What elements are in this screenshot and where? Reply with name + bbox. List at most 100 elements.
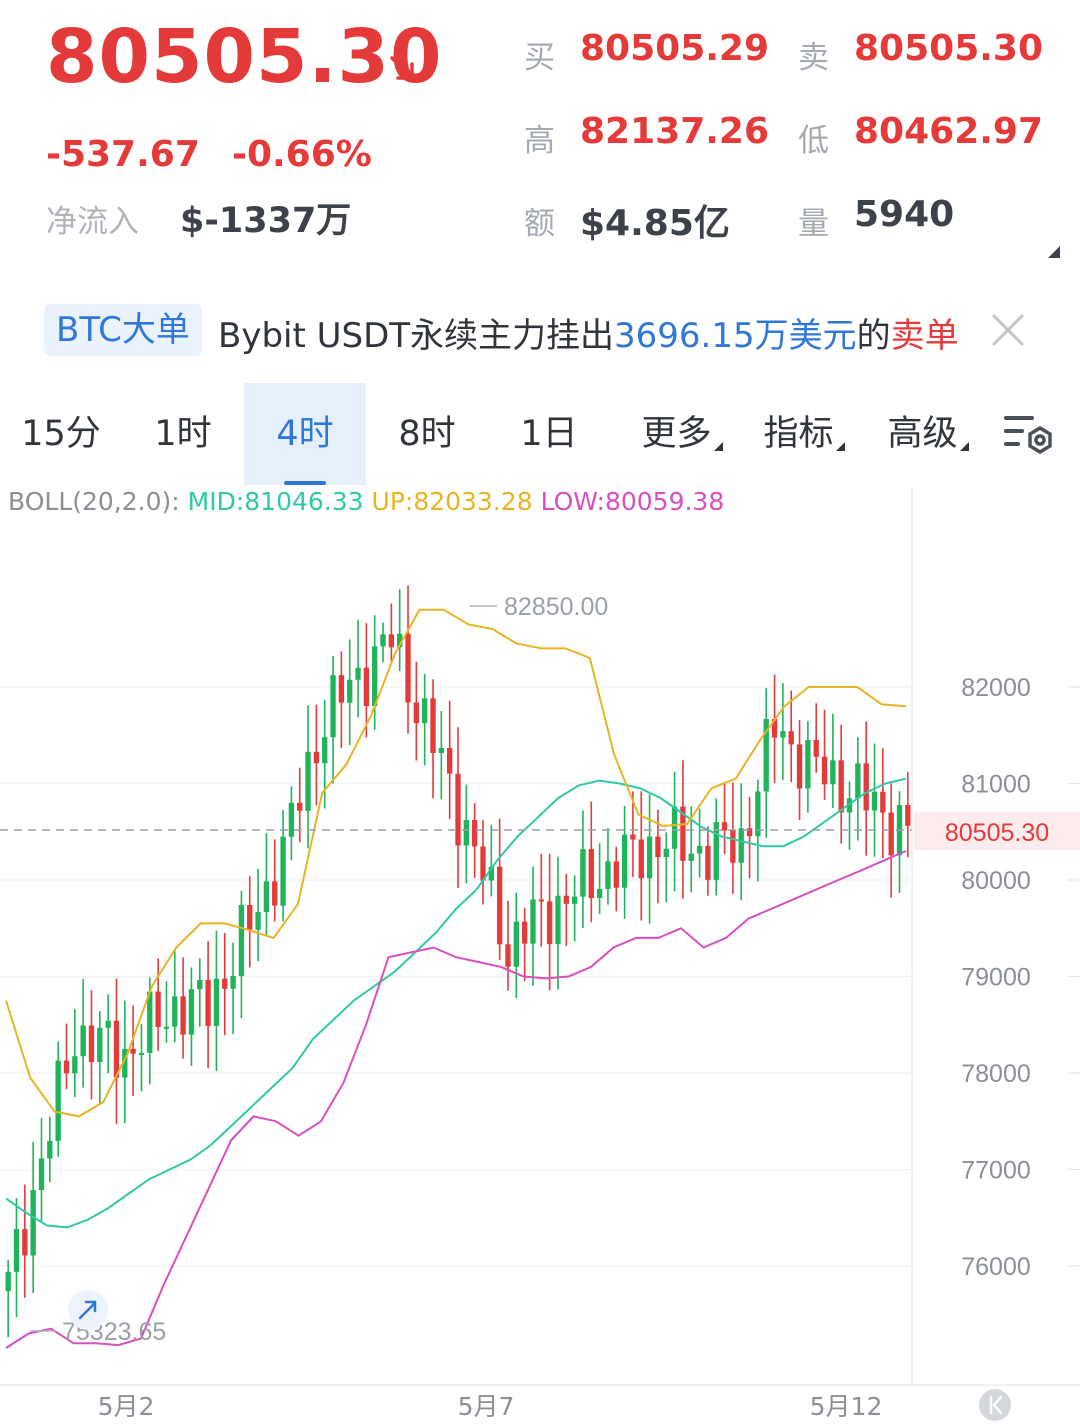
boll-mid: MID:81046.33 — [187, 487, 364, 516]
candle-body — [288, 802, 295, 837]
collapse-left-icon[interactable] — [979, 1389, 1011, 1421]
candle-body — [372, 646, 378, 707]
volume-label: 量 — [798, 206, 829, 242]
tab-label: 更多 — [641, 414, 712, 454]
candle-body — [513, 921, 519, 967]
candle-body — [813, 740, 819, 757]
candle-body — [388, 634, 395, 648]
candle-body — [580, 849, 586, 897]
boll-up: UP:82033.28 — [371, 487, 533, 516]
candles — [5, 585, 911, 1338]
candle-body — [238, 904, 245, 976]
boll-low-line — [5, 850, 907, 1349]
high-price: 82137.26 — [580, 111, 770, 152]
current-price-tag — [914, 812, 1080, 850]
price-change-percent: -0.66% — [232, 134, 372, 175]
volume-value: 5940 — [854, 194, 955, 235]
ask-label: 卖 — [798, 40, 829, 76]
tab-label: 1时 — [154, 414, 212, 454]
news-ticker[interactable]: Bybit USDT永续主力挂出3696.15万美元的卖单 — [218, 308, 959, 357]
candle-body — [755, 791, 761, 837]
candle-body — [147, 991, 153, 1053]
candle-body — [255, 912, 261, 930]
candle-body — [5, 1271, 11, 1292]
candle-body — [38, 1158, 45, 1191]
boll-mid-line — [5, 777, 907, 1229]
candle-body — [30, 1190, 36, 1256]
candlestick-chart[interactable]: 82000 81000 80000 79000 78000 77000 76000 8050… — [0, 486, 1080, 1428]
x-tick-label: 5月2 — [98, 1392, 155, 1421]
close-icon[interactable] — [990, 312, 1026, 348]
candle-body — [188, 989, 195, 1035]
candle-body — [688, 853, 694, 861]
candle-body — [113, 1020, 120, 1078]
candle-body — [538, 899, 544, 902]
candle-body — [163, 1026, 170, 1029]
candle-body — [696, 845, 703, 854]
candle-body — [855, 763, 861, 799]
candle-body — [571, 896, 578, 904]
candle-body — [796, 744, 803, 789]
candle-body — [830, 760, 836, 785]
price-change: -537.67 — [46, 134, 200, 175]
candle-body — [838, 760, 844, 813]
candle-body — [546, 901, 553, 945]
candle-body — [247, 904, 253, 930]
candle-body — [705, 845, 711, 880]
candle-body — [22, 1229, 28, 1256]
candle-body — [80, 1025, 86, 1057]
tab-advanced[interactable]: 高级 — [870, 383, 986, 485]
candle-body — [297, 802, 303, 811]
y-tick-label: 81000 — [961, 771, 1031, 799]
candle-body — [630, 834, 636, 840]
news-badge[interactable]: BTC大单 — [44, 304, 202, 356]
chart-settings-icon[interactable] — [1002, 410, 1056, 458]
candle-body — [638, 839, 644, 879]
candle-body — [613, 861, 619, 888]
candle-body — [730, 830, 736, 863]
x-tick-label: 5月12 — [810, 1392, 883, 1421]
candle-body — [605, 861, 611, 889]
candle-body — [438, 747, 445, 754]
y-tick-label: 77000 — [961, 1157, 1031, 1185]
candle-body — [447, 747, 453, 774]
candle-body — [105, 1020, 111, 1028]
tab-label: 15分 — [21, 414, 101, 454]
candle-body — [671, 806, 678, 849]
x-tick-label: 5月7 — [458, 1392, 515, 1421]
candle-body — [338, 675, 345, 703]
low-price: 80462.97 — [854, 111, 1044, 152]
amount-label: 额 — [524, 206, 555, 242]
candle-body — [230, 975, 236, 989]
net-inflow-label: 净流入 — [46, 204, 139, 240]
candle-body — [888, 812, 894, 856]
tab-4h[interactable]: 4时 — [244, 383, 366, 485]
ask-price: 80505.30 — [854, 28, 1044, 69]
candle-body — [205, 979, 211, 1026]
tab-1h[interactable]: 1时 — [122, 383, 244, 485]
news-prefix: Bybit USDT永续主力挂出 — [218, 316, 615, 356]
tab-indicators[interactable]: 指标 — [746, 383, 862, 485]
tab-more[interactable]: 更多 — [622, 383, 742, 485]
tab-1d[interactable]: 1日 — [488, 383, 610, 485]
last-price: 80505.30 — [46, 14, 443, 100]
boll-name: BOLL(20,2.0): — [8, 487, 180, 516]
candle-body — [521, 921, 528, 944]
candle-body — [621, 834, 628, 888]
candle-body — [130, 1048, 136, 1054]
candle-body — [88, 1025, 95, 1063]
candle-body — [55, 1060, 61, 1141]
timeframe-tabbar: 15分 1时 4时 8时 1日 更多 指标 高级 — [0, 383, 1080, 485]
candle-body — [763, 719, 769, 792]
tab-label: 高级 — [887, 414, 958, 454]
tab-8h[interactable]: 8时 — [366, 383, 488, 485]
expand-quote-icon[interactable] — [1048, 246, 1060, 258]
candle-body — [805, 740, 811, 789]
bid-price: 80505.29 — [580, 28, 770, 69]
tab-15m[interactable]: 15分 — [0, 383, 122, 485]
jump-latest-icon[interactable] — [68, 1290, 108, 1330]
dropdown-caret-icon — [713, 442, 723, 451]
bid-label: 买 — [524, 40, 555, 76]
candle-body — [646, 836, 653, 879]
boll-up-line — [5, 608, 907, 1118]
